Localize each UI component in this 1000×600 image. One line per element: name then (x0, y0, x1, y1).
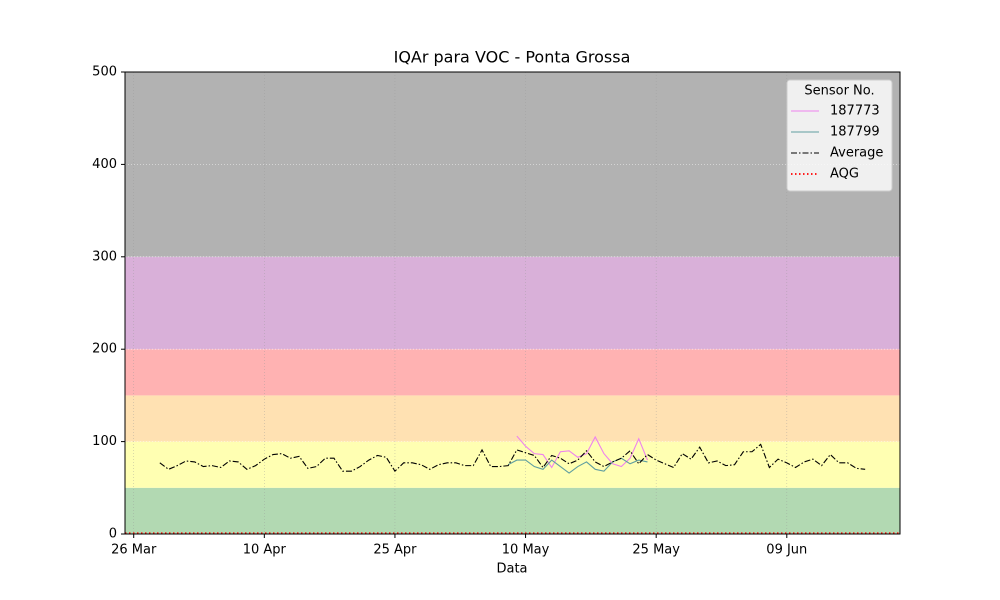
y-tick-label: 400 (92, 157, 117, 172)
chart-title: IQAr para VOC - Ponta Grossa (394, 48, 631, 67)
plot-frame (124, 71, 901, 535)
legend-label: 187799 (830, 125, 880, 140)
x-tick-label: 25 May (632, 543, 680, 558)
legend-label: Average (830, 146, 883, 161)
y-tick-label: 0 (109, 527, 117, 542)
legend-title: Sensor No. (804, 84, 874, 99)
aqi-band (125, 395, 900, 442)
x-tick-label: 09 Jun (766, 543, 807, 558)
y-tick-label: 100 (92, 434, 117, 449)
aqi-band (125, 256, 900, 350)
y-tick-label: 500 (92, 65, 117, 80)
x-tick-label: 26 Mar (111, 543, 157, 558)
aqi-band (125, 349, 900, 396)
x-axis-label: Data (496, 562, 527, 577)
series-line (507, 457, 648, 474)
aqi-band (125, 487, 900, 534)
series-line (159, 443, 866, 473)
x-tick-label: 10 Apr (243, 543, 287, 558)
legend-label: AQG (830, 167, 859, 182)
y-tick-label: 200 (92, 342, 117, 357)
y-tick-label: 300 (92, 249, 117, 264)
legend-label: 187773 (830, 104, 880, 119)
x-tick-label: 25 Apr (373, 543, 417, 558)
legend-box (786, 79, 893, 192)
legend: Sensor No. 187773 187799 Average AQG (786, 79, 893, 192)
x-tick-label: 10 May (502, 543, 550, 558)
aqi-band (125, 441, 900, 488)
